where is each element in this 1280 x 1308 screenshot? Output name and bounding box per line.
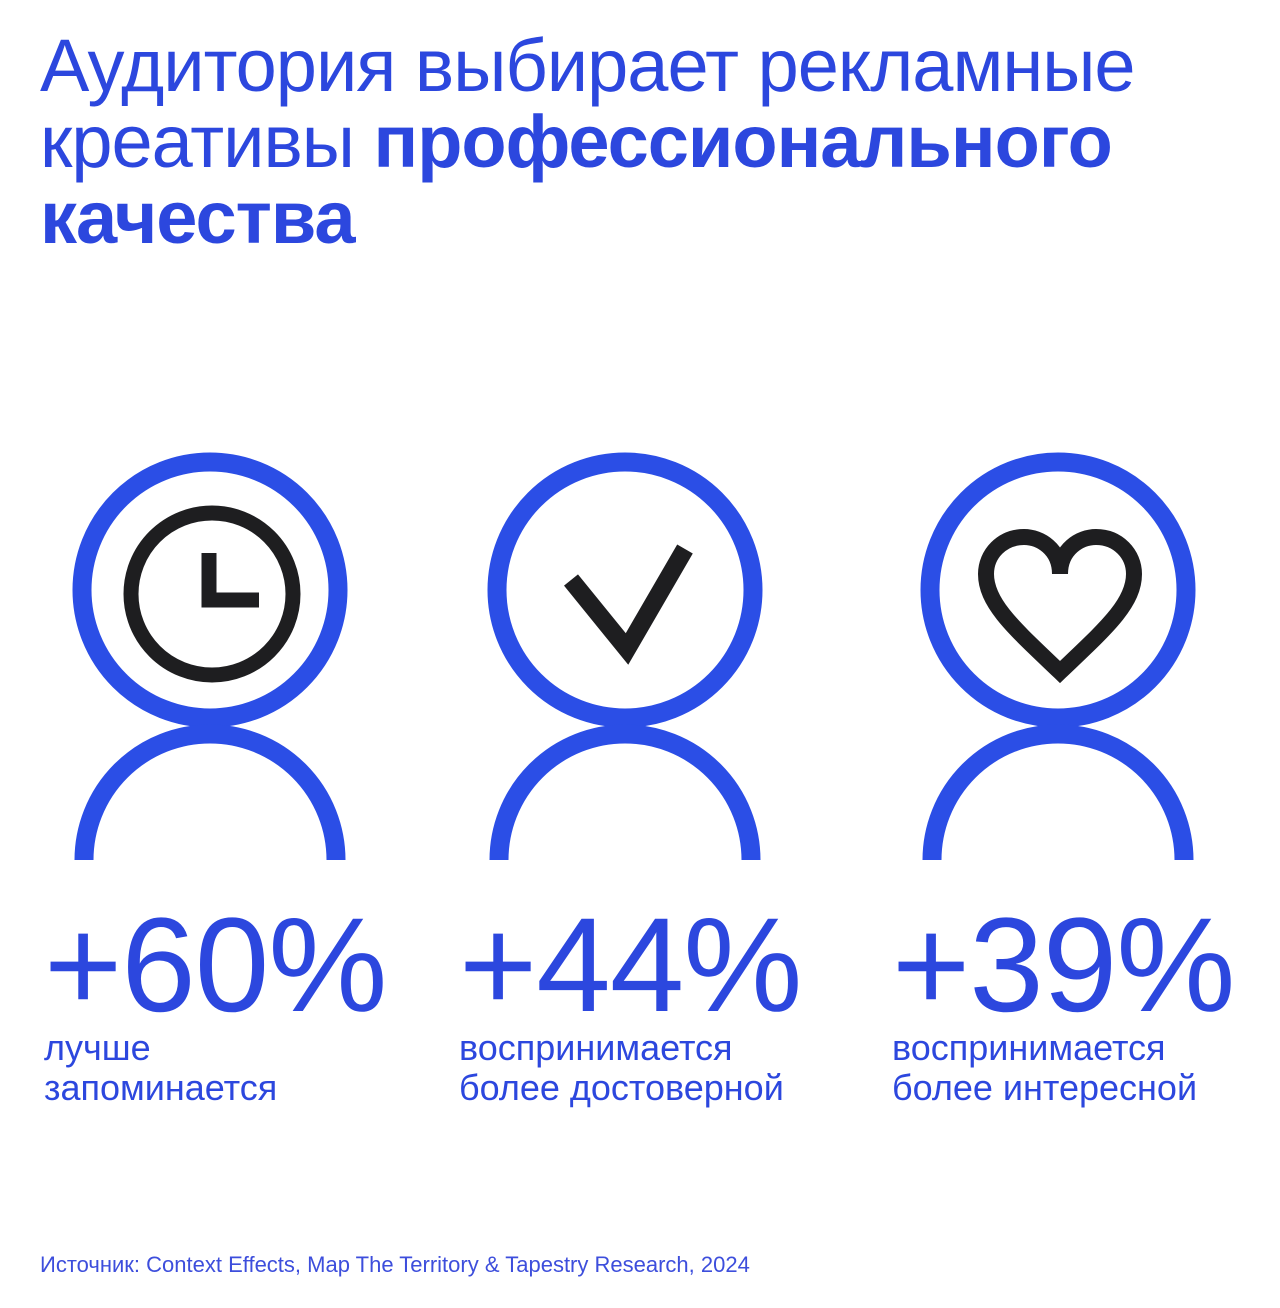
- stat-caption-line2: запоминается: [44, 1067, 278, 1108]
- stat-value: +44%: [459, 891, 802, 1040]
- figure-shoulders: [489, 724, 761, 861]
- clock-icon: [123, 505, 301, 683]
- figure-shoulders: [922, 724, 1194, 861]
- person-figure: [72, 452, 348, 861]
- stat-caption-line1: воспринимается: [459, 1027, 733, 1068]
- person-figure: [920, 452, 1196, 861]
- stat-caption-line1: лучше: [44, 1027, 151, 1068]
- person-figure: [487, 452, 763, 861]
- stat-value: +39%: [892, 891, 1235, 1040]
- stat-caption-line2: более интересной: [892, 1067, 1198, 1108]
- figure-head: [72, 452, 348, 728]
- figure-head: [487, 452, 763, 728]
- title-bold-text: профессионального качества: [40, 100, 1113, 259]
- stat-column-credibility: +44% воспринимается более достоверной: [455, 452, 888, 1108]
- stat-value: +60%: [44, 891, 387, 1040]
- figure-head: [920, 452, 1196, 728]
- page-root: { "title": { "regular": "Аудитория выбир…: [0, 28, 1280, 1308]
- page-title: Аудитория выбирает рекламные креативы пр…: [40, 28, 1240, 256]
- stat-caption: воспринимается более достоверной: [455, 1028, 888, 1108]
- stat-caption: лучше запоминается: [40, 1028, 455, 1108]
- stat-caption: воспринимается более интересной: [888, 1028, 1240, 1108]
- stat-column-memory: +60% лучше запоминается: [40, 452, 455, 1108]
- stats-row: +60% лучше запоминается +44% воспринимае…: [40, 452, 1240, 1108]
- source-note: Источник: Context Effects, Map The Terri…: [40, 1252, 750, 1277]
- figure-shoulders: [74, 724, 346, 861]
- title-regular-text: Аудитория выбирает рекламные креативы: [40, 24, 1136, 183]
- stat-caption-line1: воспринимается: [892, 1027, 1166, 1068]
- check-icon: [564, 544, 693, 665]
- heart-icon: [977, 528, 1143, 684]
- stat-column-interest: +39% воспринимается более интересной: [888, 452, 1240, 1108]
- stat-caption-line2: более достоверной: [459, 1067, 784, 1108]
